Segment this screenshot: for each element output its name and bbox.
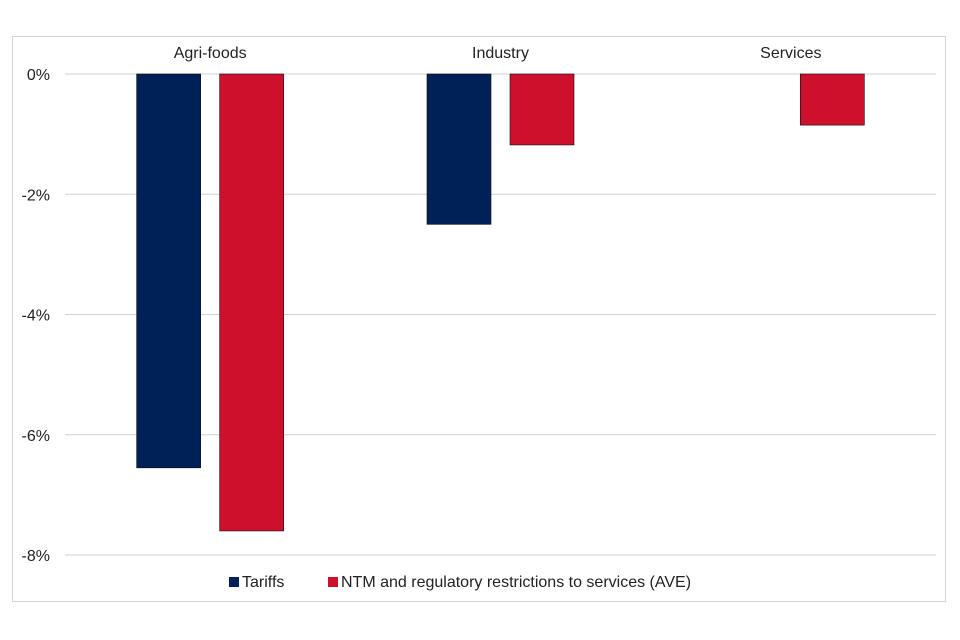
bar-ntm-agri-foods [219,73,284,532]
category-label: Industry [472,45,529,62]
chart-frame [12,36,946,602]
bar-ntm-services [800,73,865,126]
legend: Tariffs NTM and regulatory restrictions t… [229,574,691,591]
y-tick-label: 0% [27,67,50,84]
bars [136,73,865,532]
bar-tariffs-industry [426,73,492,225]
legend-label: Tariffs [242,574,284,591]
y-tick-label: -2% [22,187,50,204]
y-tick-label: -8% [22,548,50,565]
gridlines [65,73,936,556]
y-tick-label: -4% [22,308,50,325]
category-label: Agri-foods [174,45,247,62]
category-label: Services [760,45,821,62]
bar-tariffs-agri-foods [136,73,201,469]
y-tick-label: -6% [22,428,50,445]
category-labels: Agri-foods Industry Services [174,45,822,62]
bar-ntm-industry [509,73,575,146]
legend-swatch [328,577,338,587]
y-axis-ticks: 0% -2% -4% -6% -8% [22,67,50,565]
legend-label: NTM and regulatory restrictions to servi… [341,574,691,591]
legend-swatch [229,577,239,587]
